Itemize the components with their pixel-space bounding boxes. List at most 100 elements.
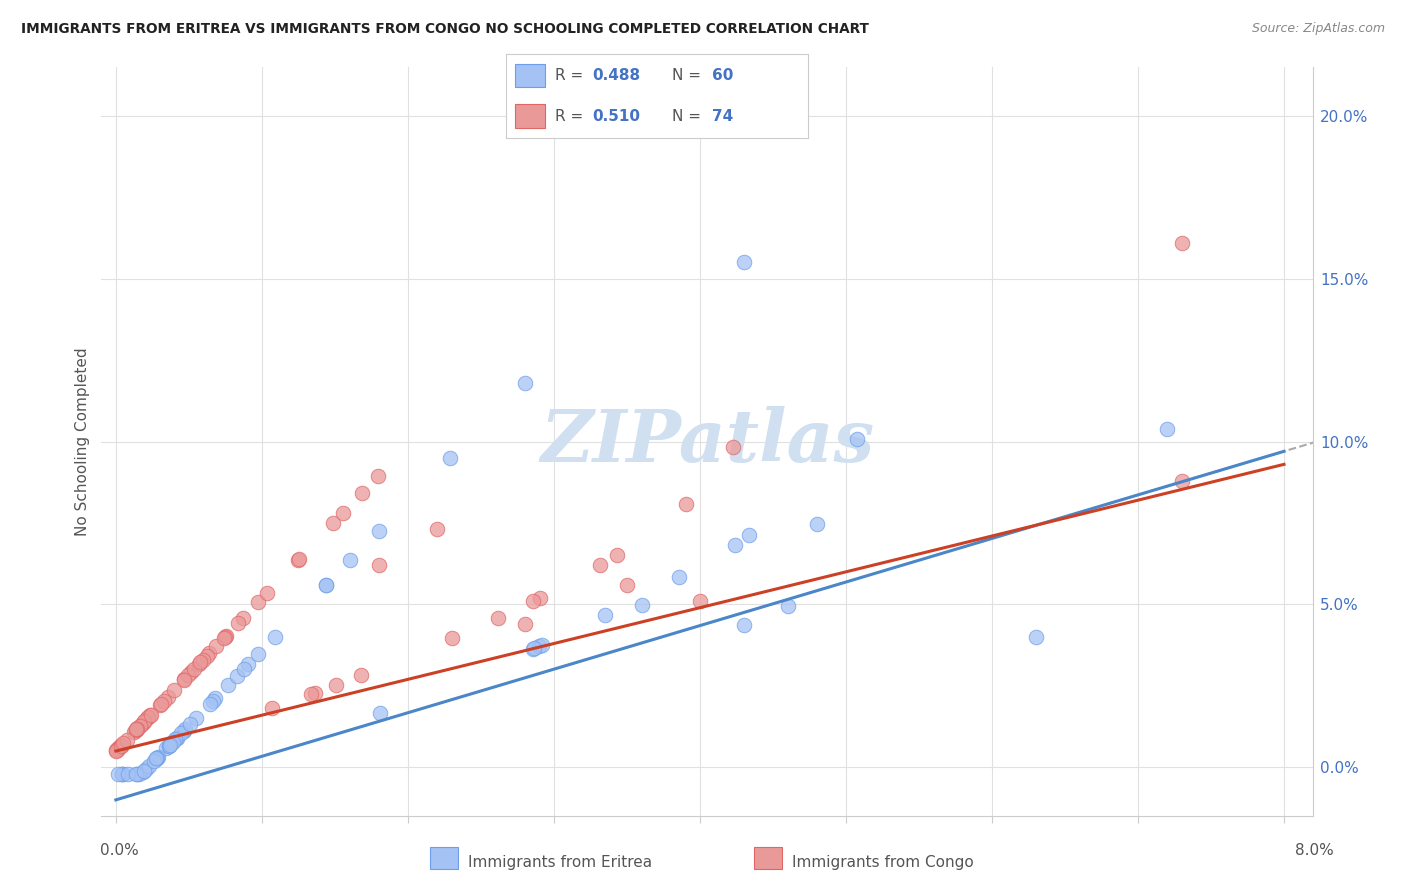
Point [111, 767, 134, 781]
Point [125, 767, 148, 781]
Point [145, 751, 167, 765]
Point [846, 432, 869, 446]
Point [367, 468, 389, 483]
Point [616, 578, 638, 592]
Text: 8.0%: 8.0% [1295, 843, 1334, 858]
Point [186, 711, 208, 725]
Point [439, 450, 461, 465]
Point [315, 577, 337, 591]
Point [675, 497, 697, 511]
Point [105, 743, 128, 757]
Point [112, 736, 135, 750]
Point [128, 767, 150, 781]
Point [721, 440, 744, 454]
Point [217, 678, 239, 692]
Point [110, 738, 132, 752]
Point [426, 522, 449, 536]
Point [733, 617, 755, 632]
Point [111, 767, 134, 781]
Point [136, 710, 159, 724]
Point [264, 630, 287, 644]
Text: R =: R = [554, 68, 588, 83]
Point [201, 694, 224, 708]
Point [367, 524, 389, 539]
Point [166, 731, 188, 745]
Point [513, 376, 536, 390]
Point [170, 726, 193, 740]
Point [110, 739, 132, 754]
Point [136, 711, 159, 725]
Point [440, 631, 463, 645]
Point [529, 639, 551, 653]
Point [198, 697, 221, 711]
Point [287, 553, 309, 567]
Point [247, 647, 270, 661]
Point [589, 558, 612, 573]
Point [115, 732, 138, 747]
Point [128, 719, 150, 733]
Point [155, 741, 177, 756]
Text: 0.0%: 0.0% [100, 843, 139, 858]
Point [145, 751, 167, 765]
Point [339, 553, 361, 567]
Point [315, 578, 337, 592]
Text: Source: ZipAtlas.com: Source: ZipAtlas.com [1251, 22, 1385, 36]
Point [205, 639, 228, 653]
Text: 0.488: 0.488 [592, 68, 641, 83]
Point [188, 657, 211, 671]
Point [198, 646, 221, 660]
Point [733, 255, 755, 269]
Point [523, 641, 546, 656]
Point [212, 631, 235, 645]
Text: IMMIGRANTS FROM ERITREA VS IMMIGRANTS FROM CONGO NO SCHOOLING COMPLETED CORRELAT: IMMIGRANTS FROM ERITREA VS IMMIGRANTS FR… [21, 22, 869, 37]
Point [668, 570, 690, 584]
Point [173, 673, 195, 687]
Point [232, 611, 254, 625]
Point [162, 735, 184, 749]
Point [174, 722, 197, 736]
Point [110, 739, 132, 753]
Point [105, 743, 128, 757]
Point [190, 656, 212, 670]
Point [522, 641, 544, 656]
Point [145, 752, 167, 766]
Point [125, 723, 148, 737]
Point [124, 723, 146, 738]
Point [157, 739, 180, 753]
Point [513, 617, 536, 632]
Point [723, 538, 745, 552]
Point [238, 657, 260, 672]
Text: R =: R = [554, 109, 588, 124]
Point [806, 516, 828, 531]
Point [325, 678, 347, 692]
Point [233, 662, 256, 676]
Bar [515, 104, 546, 128]
Point [246, 595, 269, 609]
Point [260, 701, 283, 715]
Point [143, 754, 166, 768]
Point [125, 723, 148, 737]
Point [117, 767, 139, 781]
Point [125, 723, 148, 737]
Bar [430, 847, 458, 869]
Point [149, 697, 172, 711]
Point [138, 759, 160, 773]
Point [183, 662, 205, 676]
Point [226, 615, 249, 630]
Text: Immigrants from Eritrea: Immigrants from Eritrea [468, 855, 652, 870]
Point [288, 552, 311, 566]
Point [160, 736, 183, 750]
Point [127, 722, 149, 736]
Point [195, 648, 218, 663]
Point [529, 591, 551, 605]
Text: 0.510: 0.510 [592, 109, 640, 124]
Text: ZIPatlas: ZIPatlas [540, 406, 875, 477]
Point [177, 668, 200, 682]
Point [531, 638, 554, 652]
Point [1156, 422, 1178, 436]
Point [332, 506, 354, 520]
Point [166, 731, 188, 745]
Point [152, 694, 174, 708]
Point [163, 732, 186, 747]
Point [486, 611, 509, 625]
